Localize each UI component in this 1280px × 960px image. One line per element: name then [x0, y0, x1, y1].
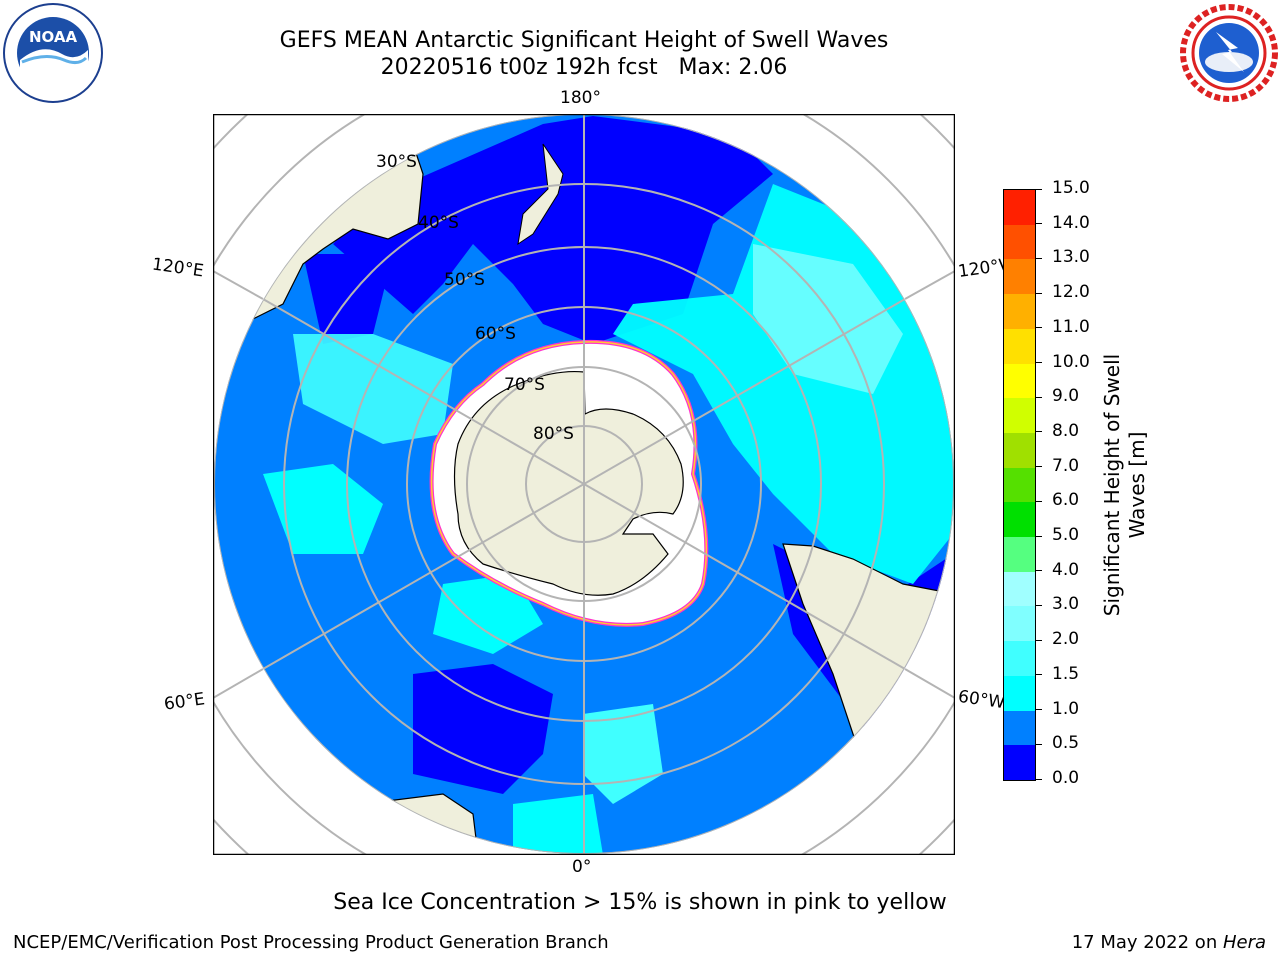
colorbar-segment	[1004, 224, 1035, 260]
colorbar-segment	[1004, 363, 1035, 399]
graticule-outer	[213, 114, 955, 855]
colorbar-tick-mark	[1035, 396, 1042, 398]
lon-label-120e: 120°E	[150, 254, 205, 282]
colorbar-tick-mark	[1035, 570, 1042, 572]
noaa-logo: NOAA	[3, 3, 103, 103]
colorbar-label-line1: Significant Height of Swell	[1100, 353, 1124, 617]
map-frame	[213, 114, 955, 855]
svg-text:NOAA: NOAA	[29, 28, 78, 46]
lon-label-60e: 60°E	[162, 689, 207, 715]
high-swell-region	[293, 334, 453, 444]
colorbar-label: Significant Height of Swell Waves [m]	[1100, 335, 1160, 635]
high-swell-region	[753, 244, 903, 394]
colorbar-tick-label: 8.0	[1052, 420, 1080, 441]
colorbar-segment	[1004, 294, 1035, 329]
lat-label-30s: 30°S	[376, 152, 417, 172]
colorbar-tick-label: 4.0	[1052, 559, 1080, 580]
colorbar	[1003, 189, 1036, 781]
footer-date: 17 May 2022 on	[1071, 932, 1223, 953]
footer-left: NCEP/EMC/Verification Post Processing Pr…	[13, 932, 609, 953]
colorbar-segment	[1004, 259, 1035, 295]
colorbar-segment	[1004, 537, 1035, 572]
lat-label-80s: 80°S	[533, 424, 574, 444]
colorbar-tick-label: 10.0	[1052, 351, 1090, 372]
footer-right: 17 May 2022 on Hera	[1072, 932, 1266, 953]
colorbar-tick-mark	[1035, 188, 1042, 190]
colorbar-tick-label: 9.0	[1052, 386, 1080, 407]
colorbar-tick-mark	[1035, 674, 1042, 676]
colorbar-segment	[1004, 328, 1035, 364]
high-swell-region	[513, 794, 603, 854]
colorbar-segment	[1004, 571, 1035, 607]
colorbar-tick-mark	[1035, 362, 1042, 364]
sea-ice-caption: Sea Ice Concentration > 15% is shown in …	[333, 890, 947, 915]
colorbar-tick-mark	[1035, 778, 1042, 780]
graticule	[214, 114, 954, 854]
lon-label-180: 180°	[560, 88, 601, 108]
colorbar-tick-mark	[1035, 743, 1042, 745]
colorbar-segment	[1004, 745, 1035, 780]
colorbar-tick-label: 1.5	[1052, 663, 1080, 684]
lat-label-50s: 50°S	[444, 270, 485, 290]
colorbar-tick-mark	[1035, 500, 1042, 502]
colorbar-tick-mark	[1035, 292, 1042, 294]
colorbar-tick-label: 14.0	[1052, 212, 1090, 233]
colorbar-segment	[1004, 606, 1035, 642]
colorbar-tick-mark	[1035, 639, 1042, 641]
colorbar-tick-label: 1.0	[1052, 698, 1080, 719]
colorbar-segment	[1004, 398, 1035, 433]
low-swell-region	[413, 664, 553, 794]
colorbar-segment	[1004, 190, 1035, 225]
colorbar-tick-mark	[1035, 327, 1042, 329]
colorbar-tick-label: 6.0	[1052, 490, 1080, 511]
lat-label-70s: 70°S	[504, 375, 545, 395]
lon-label-0: 0°	[572, 857, 592, 877]
colorbar-tick-mark	[1035, 466, 1042, 468]
polar-map	[213, 114, 955, 855]
colorbar-tick-label: 15.0	[1052, 178, 1090, 198]
lat-label-40s: 40°S	[418, 213, 459, 233]
colorbar-segment	[1004, 675, 1035, 711]
colorbar-tick-mark	[1035, 257, 1042, 259]
low-swell-region	[333, 116, 773, 344]
chart-subtitle: 20220516 t00z 192h fcst Max: 2.06	[380, 55, 788, 80]
colorbar-tick-mark	[1035, 223, 1042, 225]
new-zealand-land	[517, 143, 564, 246]
colorbar-segment	[1004, 502, 1035, 538]
colorbar-tick-mark	[1035, 709, 1042, 711]
colorbar-segment	[1004, 467, 1035, 503]
colorbar-tick-label: 5.0	[1052, 525, 1080, 546]
colorbar-tick-mark	[1035, 535, 1042, 537]
colorbar-tick-label: 2.0	[1052, 629, 1080, 650]
colorbar-label-line2: Waves [m]	[1125, 431, 1149, 539]
chart-title: GEFS MEAN Antarctic Significant Height o…	[279, 28, 889, 53]
colorbar-tick-mark	[1035, 431, 1042, 433]
colorbar-segment	[1004, 432, 1035, 468]
colorbar-tick-label: 7.0	[1052, 455, 1080, 476]
nws-logo	[1180, 4, 1278, 102]
colorbar-tick-mark	[1035, 604, 1042, 606]
colorbar-tick-label: 0.5	[1052, 733, 1080, 754]
sea-ice-edge	[430, 341, 708, 626]
colorbar-tick-label: 12.0	[1052, 282, 1090, 303]
antarctica-land	[453, 370, 684, 596]
high-swell-region	[263, 464, 383, 554]
lon-label-60w: 60°W	[956, 686, 1007, 714]
colorbar-segment	[1004, 710, 1035, 746]
colorbar-tick-label: 13.0	[1052, 247, 1090, 268]
high-swell-region	[613, 184, 954, 584]
colorbar-segment	[1004, 641, 1035, 676]
footer-host: Hera	[1222, 932, 1266, 953]
colorbar-tick-label: 0.0	[1052, 768, 1080, 788]
colorbar-tick-label: 11.0	[1052, 316, 1090, 337]
colorbar-tick-label: 3.0	[1052, 594, 1080, 615]
lat-label-60s: 60°S	[475, 324, 516, 344]
